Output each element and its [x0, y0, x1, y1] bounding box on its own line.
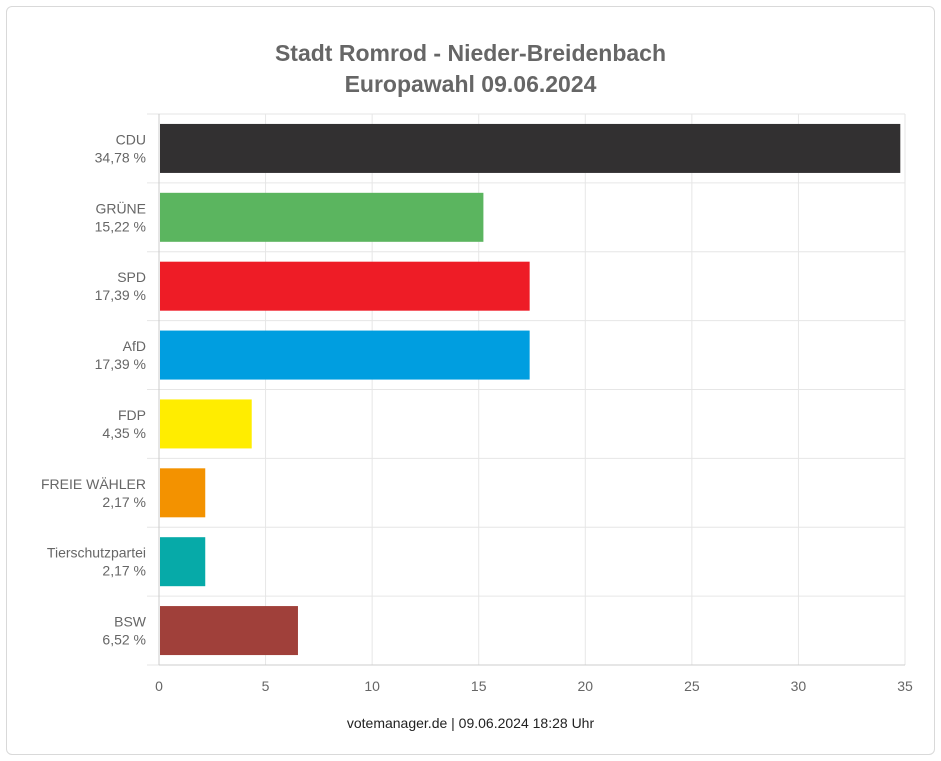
x-tick-label: 0 [155, 678, 163, 694]
bar-spd [160, 261, 530, 311]
x-tick-label: 35 [897, 678, 913, 694]
x-tick-label: 15 [471, 678, 487, 694]
value-label: 2,17 % [102, 563, 146, 579]
value-label: 17,39 % [95, 356, 146, 372]
bar-tierschutzpartei [160, 537, 206, 587]
category-label: BSW [114, 614, 147, 630]
footer-credit: votemanager.de | 09.06.2024 18:28 Uhr [346, 715, 595, 731]
x-tick-label: 5 [262, 678, 270, 694]
x-tick-label: 10 [364, 678, 380, 694]
bar-cdu [160, 123, 901, 173]
value-label: 2,17 % [102, 494, 146, 510]
chart-title: Stadt Romrod - Nieder-Breidenbach [274, 40, 667, 66]
bar-fdp [160, 399, 252, 449]
category-label: AfD [123, 338, 146, 354]
x-tick-label: 20 [577, 678, 593, 694]
category-label: GRÜNE [95, 199, 146, 216]
chart-subtitle: Europawahl 09.06.2024 [344, 71, 597, 97]
value-label: 4,35 % [102, 425, 146, 441]
category-label: FREIE WÄHLER [41, 476, 146, 492]
value-label: 6,52 % [102, 632, 146, 648]
bar-grüne [160, 192, 484, 242]
bar-bsw [160, 606, 298, 656]
category-label: FDP [118, 407, 146, 423]
x-tick-label: 30 [791, 678, 807, 694]
x-tick-label: 25 [684, 678, 700, 694]
bar-freie-wähler [160, 468, 206, 518]
category-label: Tierschutzpartei [47, 545, 146, 561]
value-label: 17,39 % [95, 287, 146, 303]
value-label: 15,22 % [95, 218, 146, 234]
value-label: 34,78 % [95, 149, 146, 165]
category-label: CDU [116, 131, 146, 147]
bar-afd [160, 330, 530, 380]
category-label: SPD [117, 269, 146, 285]
